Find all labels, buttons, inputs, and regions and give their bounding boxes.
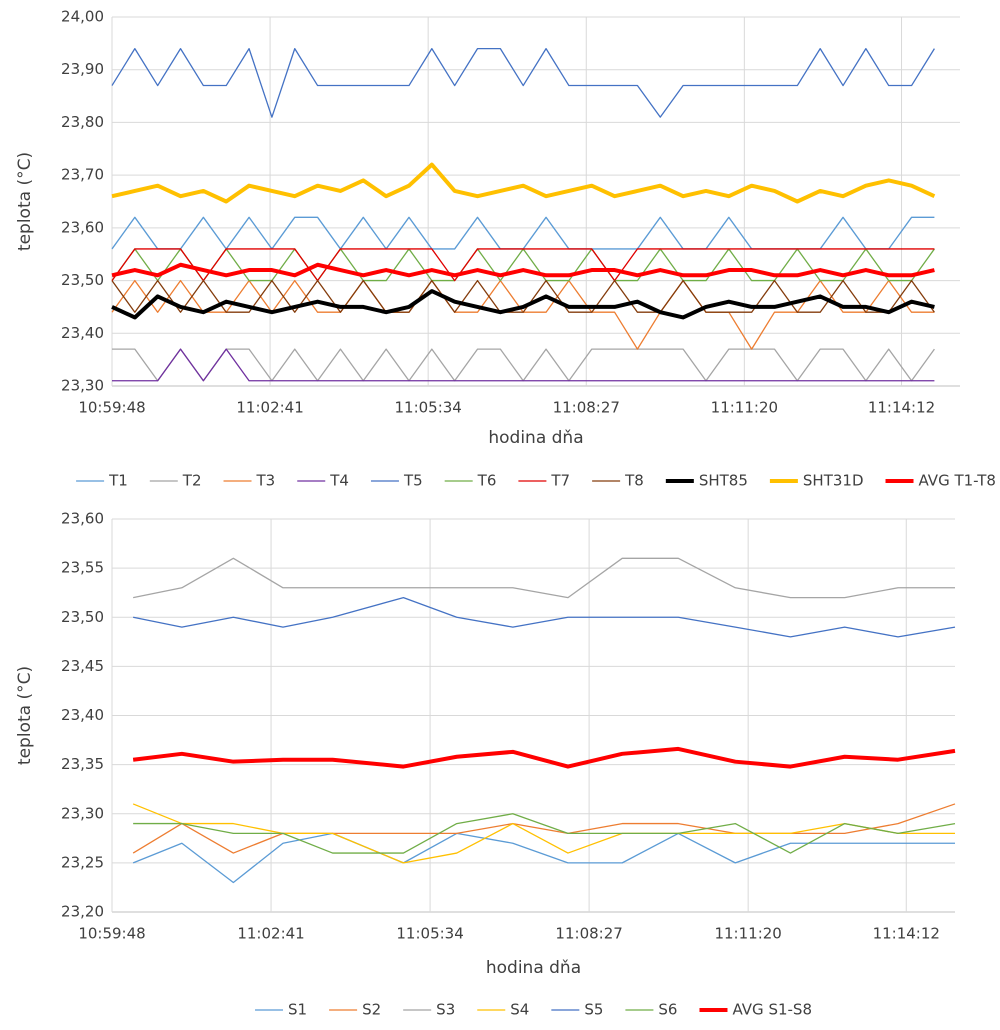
y-tick-label: 23,50 [61, 271, 104, 289]
legend-label: SHT85 [699, 472, 748, 490]
x-tick-label: 11:14:12 [873, 925, 940, 943]
y-tick-label: 23,25 [61, 853, 104, 871]
legend-label: S2 [362, 1001, 381, 1019]
legend-item: SHT85 [665, 472, 748, 490]
legend-item: T8 [592, 472, 644, 490]
legend-label: S3 [436, 1001, 455, 1019]
x-axis-title: hodina dňa [486, 958, 581, 978]
legend-label: AVG S1-S8 [732, 1001, 812, 1019]
data-line [111, 289, 935, 320]
legend-item: T1 [76, 472, 128, 490]
x-tick-label: 11:11:20 [711, 399, 778, 417]
legend-label: AVG T1-T8 [919, 472, 996, 490]
legend-label: T7 [550, 472, 570, 490]
legend-label: S4 [510, 1001, 529, 1019]
x-axis-title: hodina dňa [488, 428, 583, 448]
x-tick-label: 11:05:34 [396, 925, 463, 943]
data-line [132, 832, 955, 884]
data-line [111, 216, 935, 250]
y-tick-label: 23,55 [61, 559, 104, 577]
chart: 23,20 23,25 23,30 23,35 23,40 23,45 23,50 23,55… [15, 510, 956, 1019]
data-line [133, 813, 956, 854]
data-line [111, 279, 935, 350]
y-tick-label: 23,30 [61, 377, 104, 395]
data-line [132, 746, 956, 769]
legend-label: S6 [658, 1001, 677, 1019]
data-line [111, 248, 935, 282]
legend-label: T1 [108, 472, 128, 490]
y-tick-label: 23,35 [61, 755, 104, 773]
x-tick-label: 11:08:27 [555, 925, 622, 943]
legend-label: SHT31D [803, 472, 864, 490]
data-line [111, 47, 935, 118]
data-line [112, 348, 935, 382]
y-tick-label: 23,30 [61, 804, 104, 822]
y-tick-label: 23,60 [61, 218, 104, 236]
y-axis-title: teplota (°C) [15, 666, 35, 765]
legend-item: S5 [551, 1001, 603, 1019]
x-tick-label: 11:14:12 [868, 399, 935, 417]
y-tick-label: 23,45 [61, 657, 104, 675]
data-line [133, 557, 955, 599]
data-line [133, 596, 956, 638]
y-tick-label: 23,70 [61, 166, 104, 184]
legend-item: S4 [477, 1001, 529, 1019]
x-tick-label: 11:02:41 [236, 399, 303, 417]
legend-item: T7 [518, 472, 570, 490]
y-axis-title: teplota (°C) [15, 152, 35, 251]
data-line [111, 248, 935, 282]
legend-item: S3 [403, 1001, 455, 1019]
legend-item: S1 [255, 1001, 307, 1019]
data-line [112, 348, 935, 382]
y-tick-label: 23,40 [61, 706, 104, 724]
y-tick-label: 23,90 [61, 60, 104, 78]
x-tick-label: 11:05:34 [394, 399, 461, 417]
legend-item: T2 [149, 472, 202, 490]
data-line [111, 279, 935, 313]
y-tick-label: 23,50 [61, 608, 104, 626]
y-tick-label: 23,80 [61, 113, 104, 131]
legend-item: T6 [444, 472, 497, 490]
legend-item: S6 [625, 1001, 677, 1019]
legend-item: T3 [223, 472, 276, 490]
legend: T1 T2 T3 T4 T5 T6 T7 T8 SHT85 SHT31D AVG T1-T8 [76, 472, 996, 490]
y-tick-label: 23,40 [61, 324, 104, 342]
x-tick-label: 11:08:27 [553, 399, 620, 417]
y-tick-label: 24,00 [61, 8, 104, 26]
legend-label: T8 [624, 472, 644, 490]
x-tick-label: 11:11:20 [714, 925, 781, 943]
x-tick-label: 10:59:48 [78, 925, 145, 943]
legend-item: T5 [370, 472, 423, 490]
legend-label: T3 [256, 472, 276, 490]
legend-item: S2 [329, 1001, 381, 1019]
chart: 23,30 23,40 23,50 23,60 23,70 23,80 23,90 24,00… [15, 8, 996, 490]
legend-label: T4 [329, 472, 349, 490]
x-tick-label: 11:02:41 [237, 925, 304, 943]
y-tick-label: 23,20 [61, 903, 104, 921]
legend-item: AVG S1-S8 [699, 1001, 812, 1019]
legend-label: T6 [477, 472, 497, 490]
legend-item: T4 [297, 472, 349, 490]
legend-item: AVG T1-T8 [885, 472, 996, 490]
legend-label: S5 [584, 1001, 603, 1019]
legend-label: S1 [288, 1001, 307, 1019]
legend-label: T2 [182, 472, 202, 490]
data-line [132, 803, 955, 864]
y-tick-label: 23,60 [61, 510, 104, 528]
data-line [111, 162, 936, 204]
legend-label: T5 [403, 472, 423, 490]
legend-item: SHT31D [769, 472, 864, 490]
data-line [111, 262, 935, 278]
x-tick-label: 10:59:48 [78, 399, 145, 417]
data-line [132, 803, 956, 854]
legend: S1 S2 S3 S4 S5 S6 AVG S1-S8 [255, 1001, 812, 1019]
